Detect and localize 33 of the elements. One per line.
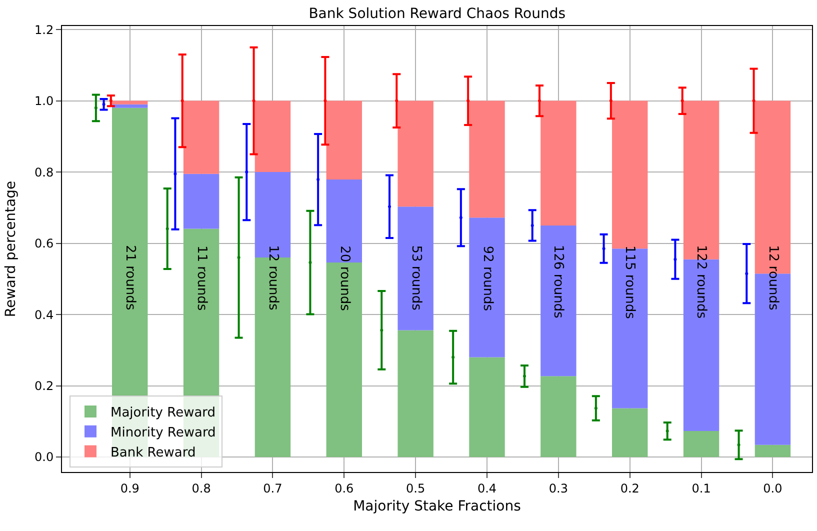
annotation: 11 rounds (194, 246, 210, 311)
y-tick-label: 0.0 (34, 450, 54, 464)
y-tick-label: 0.8 (34, 165, 54, 180)
annotation: 12 rounds (266, 245, 281, 311)
x-tick-label: 0.1 (692, 481, 711, 496)
x-tick-label: 0.9 (120, 481, 140, 496)
x-tick-label: 0.8 (192, 481, 211, 496)
x-axis-title: Majority Stake Fractions (353, 498, 521, 515)
y-tick-label: 0.4 (34, 308, 54, 322)
y-tick-label: 1.0 (34, 94, 54, 108)
x-tick-label: 0.0 (763, 481, 782, 496)
x-tick-label: 0.6 (334, 481, 354, 496)
y-tick-label: 0.6 (34, 236, 54, 250)
annotation: 21 rounds (122, 244, 138, 310)
x-tick-label: 0.5 (406, 481, 426, 496)
y-tick-label: 1.2 (34, 22, 54, 37)
x-tick-label: 0.7 (263, 481, 282, 496)
annotation: 115 rounds (622, 245, 638, 320)
y-tick-label: 0.2 (34, 378, 54, 393)
legend-label: Bank Reward (110, 445, 196, 460)
legend-label: Minority Reward (110, 425, 216, 440)
annotation: 92 rounds (480, 246, 495, 312)
x-tick-label: 0.3 (548, 481, 568, 496)
annotation: 20 rounds (336, 246, 352, 312)
annotation: 126 rounds (550, 244, 566, 319)
annotation: 122 rounds (694, 245, 709, 319)
annotation: 12 rounds (766, 245, 781, 311)
y-axis-title: Reward percentage (3, 180, 20, 318)
x-tick-label: 0.2 (620, 481, 640, 496)
chart-title: Bank Solution Reward Chaos Rounds (308, 6, 566, 22)
annotation: 53 rounds (408, 245, 424, 311)
legend-label: Majority Reward (110, 406, 216, 421)
x-tick-label: 0.4 (477, 481, 497, 496)
